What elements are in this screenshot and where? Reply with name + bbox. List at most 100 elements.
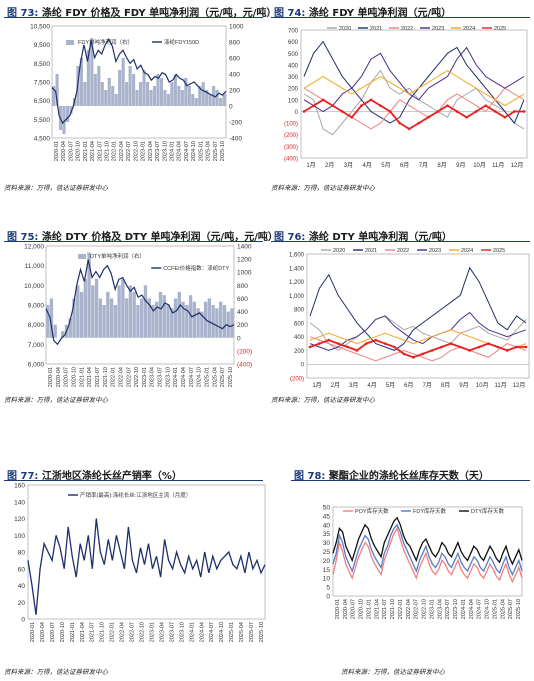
x-tick-label: 2020-07 — [68, 141, 74, 161]
series-marker — [402, 352, 406, 356]
area-bar — [132, 291, 136, 338]
series-marker — [440, 345, 443, 349]
area-bar — [124, 298, 129, 338]
x-tick-label: 2024-04 — [181, 367, 187, 387]
y-tick-label: 40 — [323, 522, 331, 529]
series-marker — [379, 104, 382, 107]
series-marker — [407, 127, 411, 131]
y-tick-label-left: 10,000 — [24, 283, 44, 290]
x-tick-label: 11月 — [495, 382, 507, 389]
chart-svg: 700 600 500 400 300 200 100 0 (100) (200) (300) (40… — [284, 26, 528, 169]
series-marker — [355, 349, 359, 352]
area-bar — [109, 298, 114, 338]
series-marker — [430, 349, 434, 352]
area-bar — [90, 38, 94, 106]
x-tick-label: 2021-04 — [374, 599, 380, 619]
chart-title: 图 74: 涤纶 FDY 单吨净利润（元/吨） — [271, 4, 530, 19]
y-tick-label: 30 — [323, 540, 331, 547]
area-bar — [207, 298, 212, 338]
area-bar — [139, 82, 143, 106]
area-bar — [198, 86, 202, 106]
x-tick-label: 2024-07 — [209, 622, 215, 642]
area-bar — [111, 86, 115, 106]
y-tick-label: 600 — [294, 321, 305, 327]
y-tick-label: (300) — [284, 145, 298, 151]
x-tick-label: 2025-10 — [228, 367, 234, 387]
y-tick-label-left: 9,000 — [28, 303, 45, 310]
x-tick-label: 2024-01 — [169, 141, 175, 161]
x-tick-label: 5月 — [381, 162, 390, 169]
y-tick-label-right: 1200 — [237, 257, 252, 264]
chart-svg: 1,600 1,400 1,200 1,000 800 600 400 200 0 (200) 1月… — [289, 248, 530, 389]
y-tick-label-right: 600 — [237, 296, 248, 303]
plot-frame — [27, 484, 266, 620]
area-bar — [132, 74, 136, 106]
y-tick-label-right: -400 — [229, 136, 242, 143]
legend-label: 2025 — [493, 248, 505, 254]
series-marker — [383, 342, 387, 345]
y-tick-label: 160 — [14, 483, 25, 490]
series-marker — [398, 121, 401, 125]
y-tick-label: 100 — [14, 533, 25, 540]
series-marker — [455, 110, 459, 113]
area-bar — [155, 301, 159, 338]
chart-title: 图 78: 聚酯企业的涤纶长丝库存天数（天） — [291, 467, 530, 482]
x-tick-label: 2022-01 — [110, 622, 116, 642]
y-tick-label-left: 9,500 — [34, 42, 51, 49]
legend-swatch — [78, 254, 86, 259]
series-line — [332, 516, 523, 566]
series-marker — [496, 345, 500, 349]
area-bar — [52, 86, 56, 106]
series-marker — [393, 345, 396, 349]
y-tick-label: 50 — [323, 505, 331, 512]
y-tick-label: (200) — [284, 133, 298, 139]
area-bar — [106, 291, 110, 338]
series-line-2025 — [303, 98, 524, 130]
x-tick-label: 2024-04 — [199, 622, 205, 642]
chart-svg: 160 140 120 100 80 60 40 20 0 2020-01 2020-04 2020-… — [14, 483, 266, 642]
series-marker — [503, 115, 507, 119]
series-marker — [477, 345, 481, 349]
series-marker — [412, 356, 415, 359]
area-bar — [211, 305, 215, 338]
y-tick-label-right: (400) — [237, 362, 252, 369]
x-tick-label: 2022-10 — [134, 367, 140, 387]
plot-frame — [300, 29, 528, 159]
area-bar — [196, 308, 200, 338]
x-tick-label: 2025-07 — [249, 622, 255, 642]
series-marker — [360, 104, 363, 107]
x-tick-label: 2022-04 — [120, 622, 126, 642]
x-tick-label: 2024-07 — [189, 367, 195, 387]
y-tick-label: 0 — [21, 617, 25, 624]
legend-label: 2025 — [494, 26, 506, 32]
x-tick-label: 2020-04 — [56, 367, 62, 387]
area-bar — [55, 74, 59, 106]
legend-label: 产销率(最高):涤纶长丝:江浙地区主流（月度） — [80, 491, 191, 499]
area-bar — [162, 295, 166, 338]
area-bar — [226, 311, 230, 338]
series-line — [332, 526, 523, 584]
series-marker — [308, 345, 312, 349]
x-tick-label: 2022-04 — [119, 141, 125, 161]
area-bar — [222, 305, 227, 338]
chart-title: 图 73: 涤纶 FDY 价格及 FDY 单吨净利润（元/吨，元/吨） — [4, 4, 276, 19]
area-bar — [151, 305, 155, 338]
y-tick-label-right: 400 — [229, 72, 240, 79]
y-tick-label-left: 6,000 — [28, 362, 45, 369]
x-tick-label: 2024-04 — [469, 599, 475, 619]
legend-label: DTY单吨净利润（右） — [90, 252, 145, 260]
x-tick-label: 2025-07 — [508, 599, 514, 619]
x-tick-label: 2020-07 — [351, 599, 357, 619]
area-bar — [205, 90, 209, 106]
series-marker — [421, 352, 424, 356]
y-tick-label-right: 400 — [237, 309, 248, 316]
y-tick-label-left: 12,000 — [24, 244, 44, 251]
area-bar — [230, 308, 234, 338]
series-line-2025 — [309, 339, 526, 359]
y-tick-label-left: 8,500 — [34, 61, 51, 68]
area-bar — [100, 82, 104, 106]
area-bar — [98, 298, 103, 338]
area-bar — [218, 301, 223, 338]
x-tick-label: 2020-07 — [64, 367, 70, 387]
x-tick-label: 2025-01 — [492, 599, 498, 619]
